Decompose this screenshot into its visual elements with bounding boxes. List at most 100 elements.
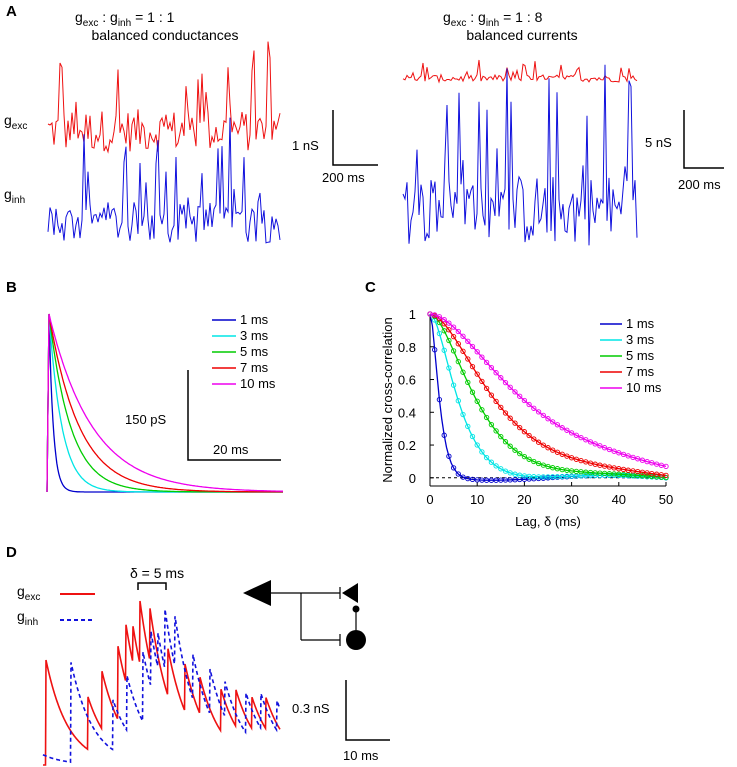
trace-right-exc (402, 59, 638, 84)
panel-c-point-5ms-26 (550, 465, 556, 471)
panel-c-point-5ms-18 (512, 447, 518, 453)
panel-c-ytick-4: 0.8 (398, 340, 416, 355)
panel-b-legend-label-5ms: 5 ms (240, 344, 269, 359)
panel-c-point-7ms-25 (545, 445, 551, 451)
panel-c-point-7ms-5 (450, 333, 457, 340)
panel-c-ylabel: Normalized cross-correlation (380, 317, 395, 482)
panel-c-point-3ms-13 (488, 459, 495, 465)
panel-c-point-10ms-45 (639, 457, 646, 463)
panel-c-ytick-0: 0 (409, 471, 416, 486)
panel-c-point-3ms-6 (455, 398, 461, 404)
panel-c-point-10ms-32 (578, 434, 584, 441)
panel-c-point-10ms-19 (517, 393, 523, 399)
panel-c-ytick-1: 0.2 (398, 438, 416, 453)
panel-c-point-7ms-42 (625, 467, 631, 473)
panel-c-point-3ms-10 (474, 442, 480, 448)
panel-b-legend-label-10ms: 10 ms (240, 376, 276, 391)
panel-c-point-3ms-5 (450, 382, 457, 388)
panel-c-point-5ms-16 (502, 439, 509, 445)
trace-d-exc (43, 600, 281, 766)
panel-c-xtick-0: 0 (426, 492, 433, 507)
panel-b-legend-label-3ms: 3 ms (240, 328, 269, 343)
panel-c-legend-label-3ms: 3 ms (626, 332, 655, 347)
trace-left-exc (47, 41, 281, 154)
panel-c-point-10ms-16 (502, 379, 509, 386)
panel-c-point-3ms-12 (483, 454, 490, 461)
panel-c-point-7ms-23 (535, 439, 542, 445)
panel-c-point-1ms-7 (460, 474, 466, 480)
panel-c-point-10ms-37 (601, 445, 608, 451)
panel-c-point-5ms-22 (531, 458, 537, 465)
panel-c-point-10ms-25 (545, 416, 551, 422)
panel-c-point-10ms-28 (559, 425, 565, 431)
panel-c-point-10ms-17 (507, 384, 513, 390)
panel-c-point-3ms-11 (479, 449, 485, 455)
panel-c-point-5ms-2 (436, 319, 443, 326)
trace-d-inh (42, 609, 281, 764)
panel-c-point-10ms-46 (644, 458, 650, 465)
panel-c-point-7ms-30 (568, 455, 575, 461)
panel-c-point-7ms-10 (474, 371, 480, 377)
panel-c-point-10ms-15 (498, 375, 504, 381)
panel-c-xtick-20: 20 (517, 492, 531, 507)
panel-c-point-7ms-35 (592, 461, 598, 467)
panel-c-point-7ms-18 (512, 420, 518, 426)
panel-c-point-7ms-27 (554, 449, 561, 455)
panel-c-point-7ms-11 (479, 378, 485, 385)
panel-c-point-1ms-6 (455, 471, 461, 477)
panel-c-point-10ms-47 (649, 460, 655, 466)
panel-c-point-7ms-17 (507, 415, 513, 421)
trace-left-inh (47, 117, 281, 244)
panel-c-curves (427, 311, 669, 483)
panel-c-point-5ms-5 (450, 348, 457, 354)
panel-label-d: D (6, 544, 17, 561)
panel-c-point-5ms-15 (498, 433, 504, 440)
panel-c-point-3ms-7 (460, 411, 466, 418)
panel-c-point-5ms-10 (474, 398, 480, 404)
panel-c-point-10ms-23 (535, 409, 542, 415)
panel-c-point-3ms-18 (512, 471, 518, 477)
panel-c-point-7ms-37 (601, 463, 608, 469)
panel-c-point-7ms-13 (488, 392, 495, 398)
panel-c-point-10ms-3 (441, 316, 447, 323)
panel-c-point-7ms-20 (521, 429, 528, 435)
panel-c-point-10ms-38 (606, 446, 613, 453)
scale-bar-left (332, 110, 378, 166)
panel-c-point-7ms-12 (483, 385, 490, 392)
panel-c-point-10ms-14 (493, 370, 499, 376)
panel-c-point-5ms-23 (535, 460, 542, 467)
panel-c-point-3ms-9 (469, 433, 476, 440)
panel-a-right-ratio: gexc : ginh = 1 : 8 (443, 9, 543, 29)
panel-c-point-7ms-19 (517, 424, 523, 431)
panel-c-point-10ms-8 (465, 338, 471, 344)
panel-c-curve-7ms (429, 313, 667, 477)
panel-c-ytick-5: 1 (409, 307, 416, 322)
panel-c-point-5ms-13 (488, 421, 495, 428)
panel-c-point-5ms-27 (554, 466, 561, 472)
panel-b-scale-bar (187, 370, 281, 461)
panel-c-ytick-3: 0.6 (398, 373, 416, 388)
panel-c-point-5ms-8 (465, 379, 471, 386)
panel-c-point-10ms-20 (521, 397, 528, 404)
scale-left-v: 1 nS (292, 138, 319, 153)
panel-d-scale-bar (345, 680, 390, 741)
panel-c-point-7ms-6 (455, 341, 461, 347)
panel-c-point-1ms-4 (446, 453, 452, 459)
scale-right-h: 200 ms (678, 177, 721, 192)
delta-bracket (137, 582, 167, 590)
panel-c-xtick-10: 10 (470, 492, 484, 507)
panel-c-xtick-30: 30 (564, 492, 578, 507)
panel-c-point-7ms-16 (502, 410, 509, 416)
panel-c-point-10ms-2 (436, 314, 443, 320)
panel-c-point-10ms-4 (446, 320, 452, 326)
panel-c-point-10ms-13 (488, 364, 495, 371)
row-label-inh: ginh (4, 186, 25, 206)
panel-c-point-10ms-11 (479, 354, 485, 360)
circuit-interneuron (346, 630, 366, 650)
panel-c-point-10ms-44 (635, 456, 641, 462)
panel-c-point-7ms-36 (597, 462, 603, 468)
panel-c-point-10ms-24 (540, 412, 546, 419)
panel-c-point-7ms-50 (663, 472, 669, 479)
panel-b-scale-h: 20 ms (213, 442, 249, 457)
